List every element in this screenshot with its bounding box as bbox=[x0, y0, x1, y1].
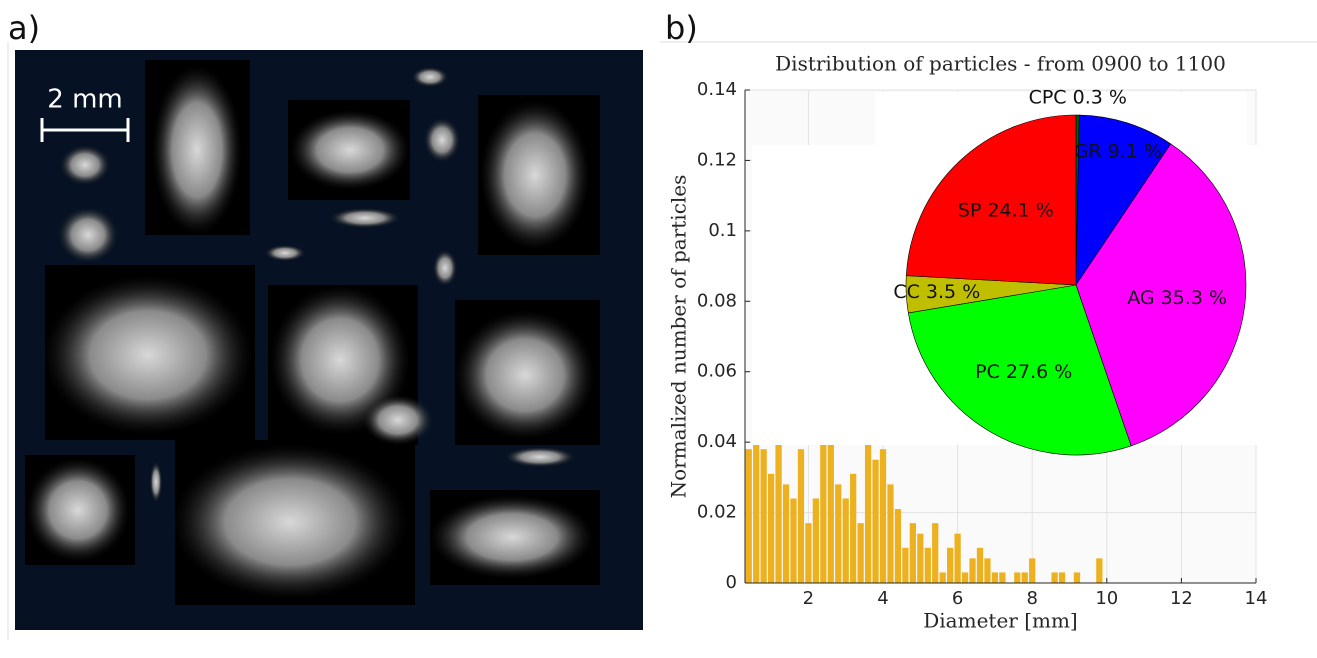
bar bbox=[820, 375, 827, 583]
x-tick-label: 14 bbox=[1245, 588, 1268, 609]
bar bbox=[902, 547, 909, 583]
pie-slice bbox=[905, 114, 1077, 286]
bar bbox=[1029, 558, 1036, 583]
pie-slice bbox=[907, 284, 1132, 456]
bar bbox=[932, 523, 939, 583]
y-tick-label: 0.1 bbox=[708, 220, 737, 241]
x-tick-label: 4 bbox=[877, 588, 888, 609]
bar bbox=[999, 572, 1006, 583]
bar bbox=[969, 558, 976, 583]
bar bbox=[961, 572, 969, 583]
x-tick-label: 10 bbox=[1095, 588, 1118, 609]
panel-label: a) bbox=[8, 9, 40, 47]
bar bbox=[797, 449, 805, 583]
scale-bar-label: 2 mm bbox=[47, 85, 122, 115]
y-tick-label: 0.14 bbox=[697, 79, 737, 100]
panel-label: b) bbox=[665, 9, 698, 47]
bar bbox=[850, 473, 857, 583]
bar bbox=[857, 523, 864, 583]
photo bbox=[15, 50, 643, 630]
bar bbox=[775, 385, 782, 583]
y-tick-label: 0.04 bbox=[697, 431, 737, 452]
bar bbox=[1096, 558, 1103, 583]
y-tick-label: 0.06 bbox=[697, 361, 737, 382]
x-tick-label: 12 bbox=[1170, 588, 1193, 609]
pie-label: GR 9.1 % bbox=[1074, 141, 1162, 163]
pie-label: AG 35.3 % bbox=[1127, 287, 1227, 309]
bar bbox=[1073, 572, 1081, 583]
pie-label: SP 24.1 % bbox=[958, 199, 1054, 221]
bar bbox=[864, 424, 872, 583]
bar bbox=[887, 484, 894, 583]
bar bbox=[947, 547, 954, 583]
bar bbox=[805, 523, 812, 583]
x-tick-label: 6 bbox=[952, 588, 963, 609]
pie-label: CPC 0.3 % bbox=[1029, 87, 1127, 109]
y-axis-label: Normalized number of particles bbox=[667, 175, 691, 499]
pie-label: PC 27.6 % bbox=[975, 361, 1072, 383]
x-axis-label: Diameter [mm] bbox=[923, 609, 1077, 633]
bar bbox=[790, 498, 797, 583]
bar bbox=[894, 509, 902, 583]
bar bbox=[835, 484, 842, 583]
bar bbox=[872, 459, 879, 583]
bar bbox=[745, 449, 752, 583]
x-tick-label: 2 bbox=[803, 588, 814, 609]
bar bbox=[984, 558, 991, 583]
bar bbox=[767, 473, 775, 583]
bar bbox=[879, 449, 887, 583]
y-tick-label: 0 bbox=[726, 572, 737, 593]
bar bbox=[954, 533, 961, 583]
bar bbox=[939, 572, 946, 583]
bar bbox=[917, 533, 924, 583]
pie-label: CC 3.5 % bbox=[893, 281, 980, 303]
chart-title: Distribution of particles - from 0900 to… bbox=[775, 52, 1226, 76]
y-tick-label: 0.08 bbox=[697, 290, 737, 311]
x-tick-label: 8 bbox=[1026, 588, 1037, 609]
y-tick-label: 0.12 bbox=[697, 149, 737, 170]
bar bbox=[812, 498, 819, 583]
bar bbox=[976, 547, 984, 583]
pie-slice bbox=[1075, 114, 1172, 287]
pie-slice bbox=[1075, 143, 1247, 447]
bar bbox=[924, 547, 931, 583]
bar bbox=[991, 572, 999, 583]
bar bbox=[760, 449, 767, 583]
bar bbox=[1051, 572, 1058, 583]
y-tick-label: 0.02 bbox=[697, 502, 737, 523]
bar bbox=[909, 523, 916, 583]
bar bbox=[782, 484, 790, 583]
bar bbox=[1058, 572, 1066, 583]
bar bbox=[1014, 572, 1021, 583]
bar bbox=[842, 498, 849, 583]
bar bbox=[1021, 572, 1028, 583]
